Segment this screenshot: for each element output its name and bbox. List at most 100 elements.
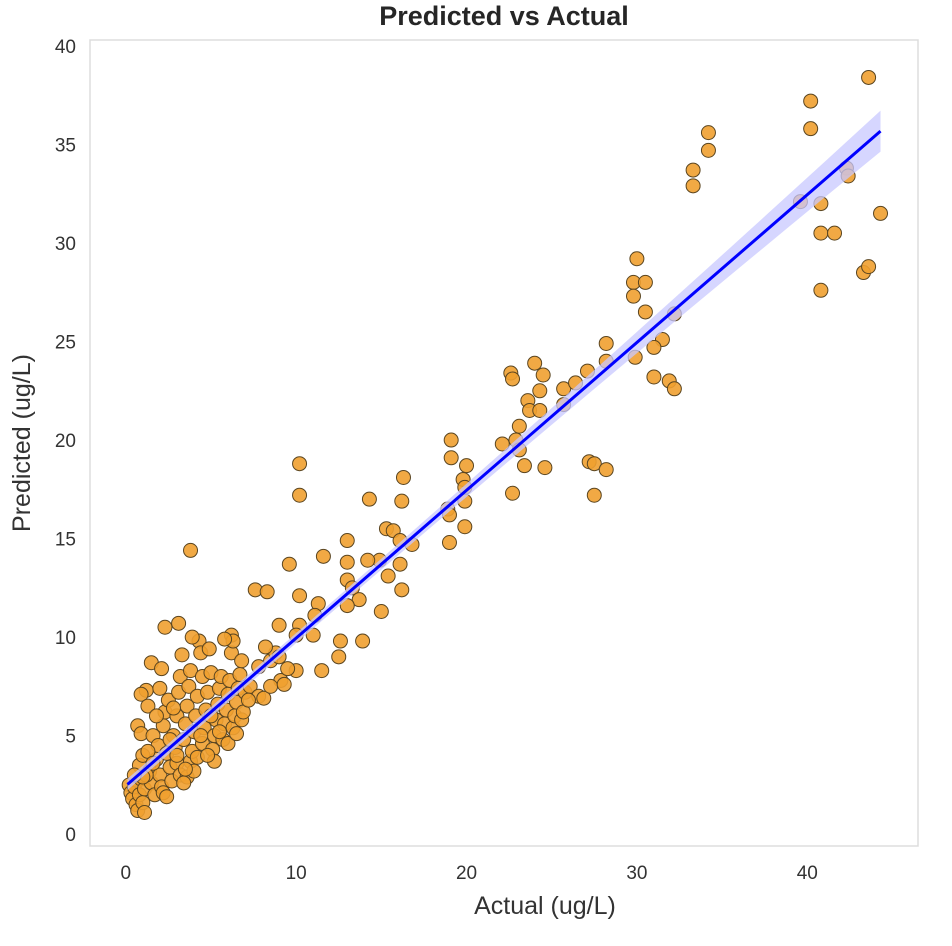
data-point [217, 631, 233, 647]
data-point [292, 487, 308, 503]
data-point [181, 678, 197, 694]
data-point [394, 582, 410, 598]
data-point [360, 552, 376, 568]
data-point [315, 548, 331, 564]
data-point [157, 619, 173, 635]
data-point [505, 371, 521, 387]
data-point [803, 93, 819, 109]
y-tick-label: 35 [55, 135, 76, 156]
data-point [165, 700, 181, 716]
y-tick-label: 20 [55, 431, 76, 452]
data-point [441, 535, 457, 551]
data-point [292, 588, 308, 604]
data-point [457, 519, 473, 535]
data-point [361, 491, 377, 507]
data-point [193, 728, 209, 744]
data-point [229, 726, 245, 742]
data-point [240, 692, 256, 708]
data-point [395, 469, 411, 485]
data-point [803, 121, 819, 137]
y-tick-label: 10 [55, 628, 76, 649]
data-point [392, 556, 408, 572]
x-tick-label: 10 [286, 863, 307, 884]
data-point [177, 761, 193, 777]
data-point [339, 533, 355, 549]
data-point [280, 661, 296, 677]
data-point [234, 653, 250, 669]
data-point [700, 142, 716, 158]
data-point [331, 649, 347, 665]
data-point [646, 339, 662, 355]
x-axis-label: Actual (ug/L) [474, 892, 616, 920]
data-point [813, 225, 829, 241]
y-tick-label: 40 [55, 37, 76, 58]
data-point [148, 708, 164, 724]
data-point [598, 335, 614, 351]
data-point [355, 633, 371, 649]
data-point [174, 647, 190, 663]
data-point [861, 69, 877, 85]
y-tick-label: 5 [65, 727, 76, 748]
data-point [183, 542, 199, 558]
data-point [516, 458, 532, 474]
x-tick-label: 30 [626, 863, 647, 884]
data-point [637, 304, 653, 320]
data-point [211, 724, 227, 740]
data-point [332, 633, 348, 649]
x-tick-label: 0 [120, 863, 131, 884]
data-point [537, 460, 553, 476]
y-axis-label: Predicted (ug/L) [8, 354, 36, 532]
y-tick-label: 25 [55, 333, 76, 354]
data-point [511, 418, 527, 434]
data-point [314, 663, 330, 679]
data-point [598, 462, 614, 478]
data-point [586, 487, 602, 503]
data-point [685, 178, 701, 194]
data-point [827, 225, 843, 241]
data-point [220, 736, 236, 752]
data-point [263, 678, 279, 694]
data-point [646, 369, 662, 385]
x-tick-label: 40 [797, 863, 818, 884]
data-point [459, 458, 475, 474]
data-point [281, 556, 297, 572]
data-point [556, 381, 572, 397]
data-point [176, 775, 192, 791]
data-point [271, 617, 287, 633]
data-point [276, 676, 292, 692]
data-point [494, 436, 510, 452]
data-point [183, 663, 199, 679]
data-point [443, 432, 459, 448]
data-point [873, 205, 889, 221]
data-point [532, 383, 548, 399]
data-point [586, 456, 602, 472]
data-point [154, 661, 170, 677]
data-point [159, 789, 175, 805]
y-ticks: 0 5 10 15 20 25 30 35 40 [55, 37, 76, 846]
data-point [257, 639, 273, 655]
data-point [373, 603, 389, 619]
data-point [200, 747, 216, 763]
regression-line [126, 130, 882, 786]
data-point [256, 690, 272, 706]
data-point [259, 584, 275, 600]
y-tick-label: 15 [55, 530, 76, 551]
data-point [813, 282, 829, 298]
data-point [140, 698, 156, 714]
y-tick-label: 0 [65, 825, 76, 846]
data-point [666, 381, 682, 397]
data-point [535, 367, 551, 383]
data-point [527, 355, 543, 371]
x-tick-label: 20 [456, 863, 477, 884]
data-point [629, 251, 645, 267]
data-point [625, 288, 641, 304]
data-point [137, 804, 153, 820]
data-point [201, 641, 217, 657]
chart-title: Predicted vs Actual [379, 1, 629, 31]
data-point [133, 686, 149, 702]
data-point [443, 450, 459, 466]
data-point [152, 680, 168, 696]
data-point [505, 485, 521, 501]
data-point [351, 592, 367, 608]
